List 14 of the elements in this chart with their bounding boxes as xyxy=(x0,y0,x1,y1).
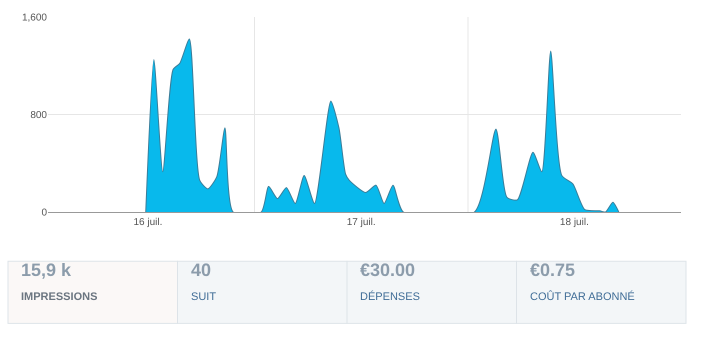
x-tick-label: 17 juil. xyxy=(346,217,376,228)
y-tick-label: 1,600 xyxy=(22,12,48,24)
y-tick-label: 0 xyxy=(41,208,48,218)
text: €30.00 xyxy=(360,260,416,280)
text: 40 xyxy=(191,260,212,280)
y-tick-label: 800 xyxy=(30,110,48,121)
text: 15,9 k xyxy=(21,260,72,280)
text: IMPRESSIONS xyxy=(21,291,98,303)
text: COÛT PAR ABONNÉ xyxy=(530,290,635,303)
x-tick-label: 18 juil. xyxy=(560,217,589,228)
text: €0.75 xyxy=(530,260,576,280)
x-tick-label: 16 juil. xyxy=(133,217,162,228)
text: DÉPENSES xyxy=(360,290,420,303)
text: SUIT xyxy=(191,291,216,303)
